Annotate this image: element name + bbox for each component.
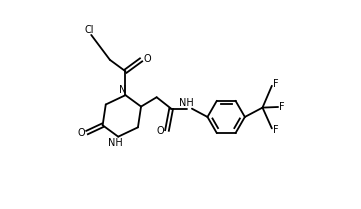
Text: N: N (119, 85, 126, 95)
Text: O: O (143, 54, 151, 64)
Text: NH: NH (179, 98, 194, 108)
Text: NH: NH (108, 138, 122, 148)
Text: Cl: Cl (85, 25, 94, 35)
Text: O: O (78, 127, 85, 138)
Text: F: F (273, 79, 278, 89)
Text: F: F (279, 102, 285, 112)
Text: F: F (273, 125, 278, 135)
Text: O: O (157, 126, 165, 136)
